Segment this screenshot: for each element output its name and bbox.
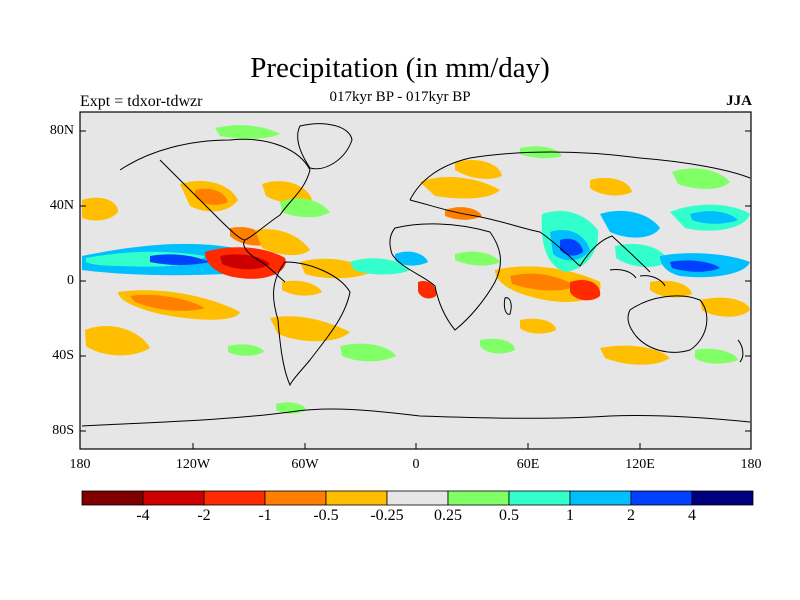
lon-label-180e: 180 (740, 457, 762, 472)
map-subtitle: 017kyr BP - 017kyr BP (329, 89, 471, 105)
lat-ticks (80, 130, 751, 432)
colorbar-swatch (569, 490, 632, 506)
colorbar-label: 2 (627, 507, 635, 524)
colorbar-swatch (264, 490, 327, 506)
colorbar-swatch (508, 490, 571, 506)
colorbar-label: 1 (566, 507, 574, 524)
lat-label-40n: 40N (49, 198, 74, 213)
coastlines (81, 123, 751, 427)
colorbar-label: 0.25 (434, 507, 462, 524)
precipitation-anomaly-field (82, 125, 750, 414)
map-title: Precipitation (in mm/day) (250, 52, 550, 84)
colorbar-swatch (81, 490, 144, 506)
lon-label-60w: 60W (291, 457, 319, 472)
colorbar (81, 490, 754, 506)
lon-label-120e: 120E (625, 457, 655, 472)
colorbar-label: -0.5 (313, 507, 339, 524)
experiment-label: Expt = tdxor-tdwzr (80, 93, 203, 110)
lon-label-120w: 120W (175, 457, 211, 472)
colorbar-swatch (691, 490, 754, 506)
colorbar-swatch (447, 490, 510, 506)
lat-label-40s: 40S (52, 348, 74, 363)
colorbar-label: -1 (258, 507, 272, 524)
lat-label-80n: 80N (49, 123, 74, 138)
colorbar-swatch (203, 490, 266, 506)
lon-label-0: 0 (412, 457, 420, 472)
lat-label-80s: 80S (52, 423, 74, 438)
colorbar-label: -2 (197, 507, 211, 524)
colorbar-swatch (325, 490, 388, 506)
colorbar-label: -0.25 (370, 507, 404, 524)
colorbar-label: 4 (688, 507, 696, 524)
colorbar-swatch (386, 490, 449, 506)
map-background (80, 112, 751, 449)
lon-ticks (192, 443, 641, 449)
lat-label-0: 0 (67, 273, 74, 288)
colorbar-swatch (142, 490, 205, 506)
season-label: JJA (726, 93, 752, 109)
lon-label-60e: 60E (516, 457, 540, 472)
lon-label-180w: 180 (69, 457, 91, 472)
colorbar-label: -4 (136, 507, 150, 524)
colorbar-swatch (630, 490, 693, 506)
colorbar-label: 0.5 (499, 507, 519, 524)
